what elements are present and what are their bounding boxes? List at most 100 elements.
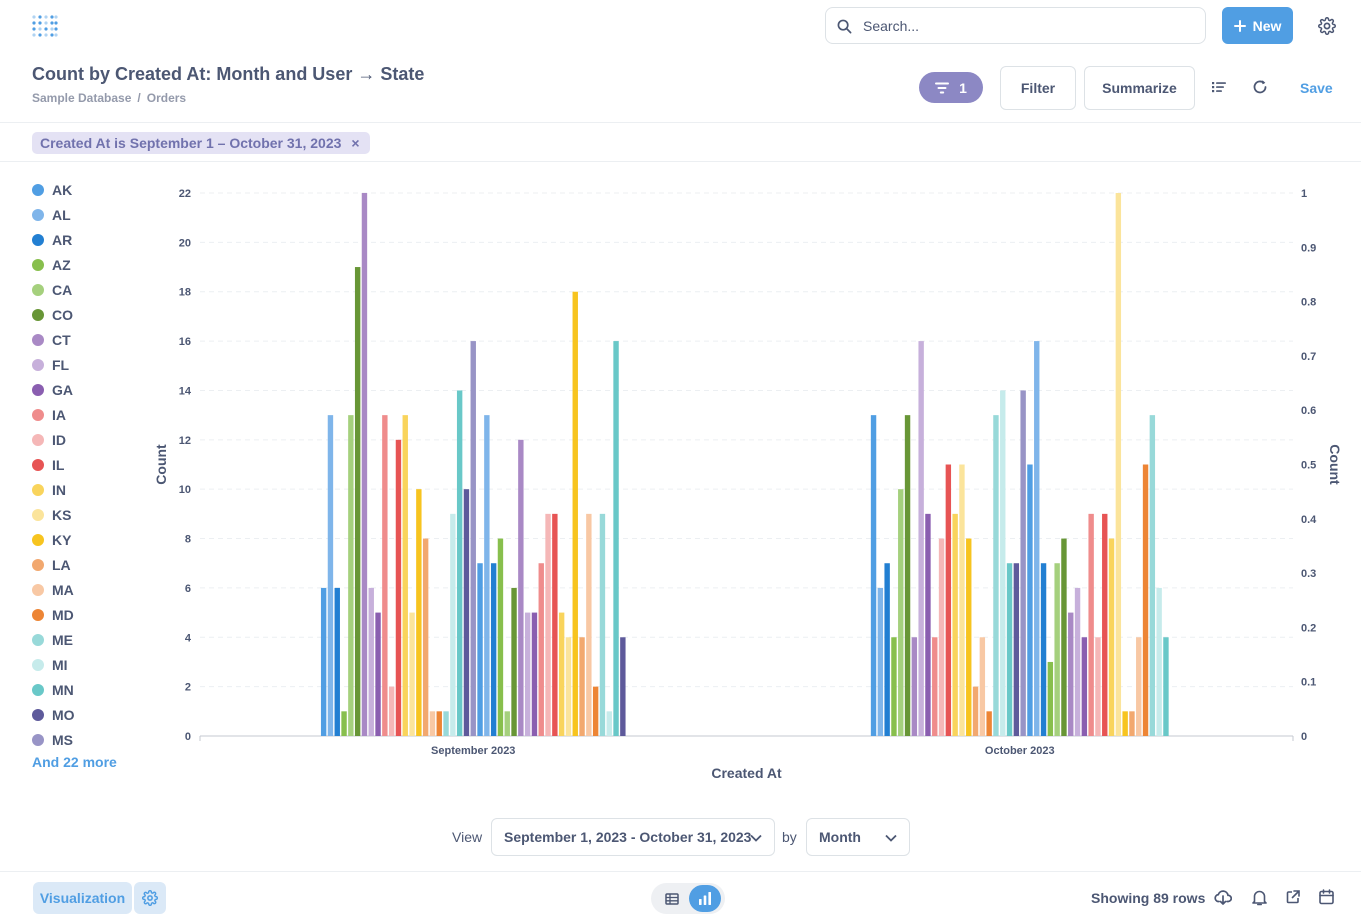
bar	[586, 513, 592, 736]
legend-more-link[interactable]: And 22 more	[32, 754, 117, 770]
viz-settings-gear-icon[interactable]	[134, 882, 166, 914]
view-label: View	[452, 829, 483, 845]
legend-item-ga[interactable]: GA	[32, 377, 152, 402]
save-button[interactable]: Save	[1300, 80, 1333, 96]
bar	[1122, 711, 1128, 736]
y-tick-label: 10	[179, 484, 191, 496]
legend-item-ky[interactable]: KY	[32, 527, 152, 552]
bar	[382, 415, 388, 736]
legend-item-ar[interactable]: AR	[32, 227, 152, 252]
divider	[0, 161, 1361, 162]
metabase-logo[interactable]	[31, 13, 59, 39]
bar	[409, 612, 415, 736]
legend-dot	[32, 558, 44, 571]
legend-item-az[interactable]: AZ	[32, 252, 152, 277]
settings-gear-icon[interactable]	[1318, 17, 1336, 40]
bar	[538, 563, 544, 736]
legend-item-ma[interactable]: MA	[32, 577, 152, 602]
legend-item-fl[interactable]: FL	[32, 352, 152, 377]
bar	[979, 637, 986, 736]
x-tick-label: September 2023	[431, 745, 515, 757]
legend-item-ca[interactable]: CA	[32, 277, 152, 302]
legend-item-ct[interactable]: CT	[32, 327, 152, 352]
legend-item-id[interactable]: ID	[32, 427, 152, 452]
legend-item-ks[interactable]: KS	[32, 502, 152, 527]
legend-dot	[32, 533, 44, 546]
bar	[456, 390, 463, 736]
notebook-editor-icon[interactable]	[1212, 80, 1226, 99]
granularity-select[interactable]: Month	[806, 818, 910, 856]
bar	[891, 637, 897, 736]
y2-tick-label: 0.5	[1301, 460, 1316, 472]
table-view-icon[interactable]	[656, 885, 688, 912]
bar	[1074, 587, 1081, 736]
legend-item-ms[interactable]: MS	[32, 727, 152, 752]
bar	[334, 587, 340, 736]
breadcrumb-table[interactable]: Orders	[146, 91, 187, 105]
bar	[450, 513, 456, 736]
bar	[361, 193, 368, 736]
legend-item-mo[interactable]: MO	[32, 702, 152, 727]
new-button[interactable]: New	[1222, 7, 1293, 44]
legend-item-co[interactable]: CO	[32, 302, 152, 327]
legend-item-il[interactable]: IL	[32, 452, 152, 477]
y2-tick-label: 0.3	[1301, 568, 1316, 580]
share-icon[interactable]	[1286, 890, 1300, 909]
bar	[911, 637, 918, 736]
download-icon[interactable]	[1214, 889, 1233, 910]
bar	[1081, 637, 1088, 736]
legend-item-ak[interactable]: AK	[32, 177, 152, 202]
bar	[579, 637, 585, 736]
summarize-button[interactable]: Summarize	[1084, 66, 1195, 110]
bar	[1095, 637, 1101, 736]
legend-item-in[interactable]: IN	[32, 477, 152, 502]
legend-label: CT	[52, 331, 71, 348]
filter-button[interactable]: Filter	[1000, 66, 1076, 110]
legend-item-me[interactable]: ME	[32, 627, 152, 652]
filter-pill[interactable]: Created At is September 1 – October 31, …	[32, 132, 370, 154]
y2-tick-label: 1	[1301, 188, 1307, 200]
search-box[interactable]	[825, 7, 1206, 44]
legend-item-md[interactable]: MD	[32, 602, 152, 627]
close-icon[interactable]: ×	[351, 135, 360, 151]
bar	[477, 563, 483, 736]
legend-item-mn[interactable]: MN	[32, 677, 152, 702]
bar	[375, 612, 381, 736]
y-tick-label: 2	[185, 682, 191, 694]
y-tick-label: 4	[185, 632, 192, 644]
legend-dot	[32, 433, 44, 446]
bar	[518, 439, 524, 736]
bar	[470, 341, 476, 736]
legend-item-al[interactable]: AL	[32, 202, 152, 227]
filter-count-badge[interactable]: 1	[919, 72, 983, 103]
bar	[1047, 661, 1054, 736]
legend-dot	[32, 583, 44, 596]
visualization-button[interactable]: Visualization	[33, 882, 132, 914]
bar	[966, 538, 972, 736]
bar	[1027, 464, 1033, 736]
y2-tick-label: 0.2	[1301, 622, 1316, 634]
legend-dot	[32, 483, 44, 496]
legend-item-la[interactable]: LA	[32, 552, 152, 577]
legend-label: AK	[52, 181, 73, 198]
legend-dot	[32, 708, 44, 721]
refresh-icon[interactable]	[1252, 79, 1268, 100]
bar	[1156, 587, 1162, 736]
bell-icon[interactable]	[1252, 889, 1267, 911]
legend-label: MD	[52, 606, 74, 623]
legend-item-ia[interactable]: IA	[32, 402, 152, 427]
chart-view-icon[interactable]	[689, 885, 721, 912]
calendar-icon[interactable]	[1319, 889, 1334, 910]
bar	[592, 686, 599, 736]
bar	[327, 415, 334, 736]
y-tick-label: 14	[179, 385, 192, 397]
search-input[interactable]	[863, 16, 1183, 36]
bar	[1088, 513, 1094, 736]
date-range-select[interactable]: September 1, 2023 - October 31, 2023	[491, 818, 775, 856]
legend-label: MO	[52, 706, 75, 723]
breadcrumb-database[interactable]: Sample Database	[32, 91, 132, 105]
bar	[1102, 513, 1108, 736]
legend-item-mi[interactable]: MI	[32, 652, 152, 677]
question-title[interactable]: Count by Created At: Month and User → St…	[32, 64, 425, 84]
bar	[545, 513, 551, 736]
